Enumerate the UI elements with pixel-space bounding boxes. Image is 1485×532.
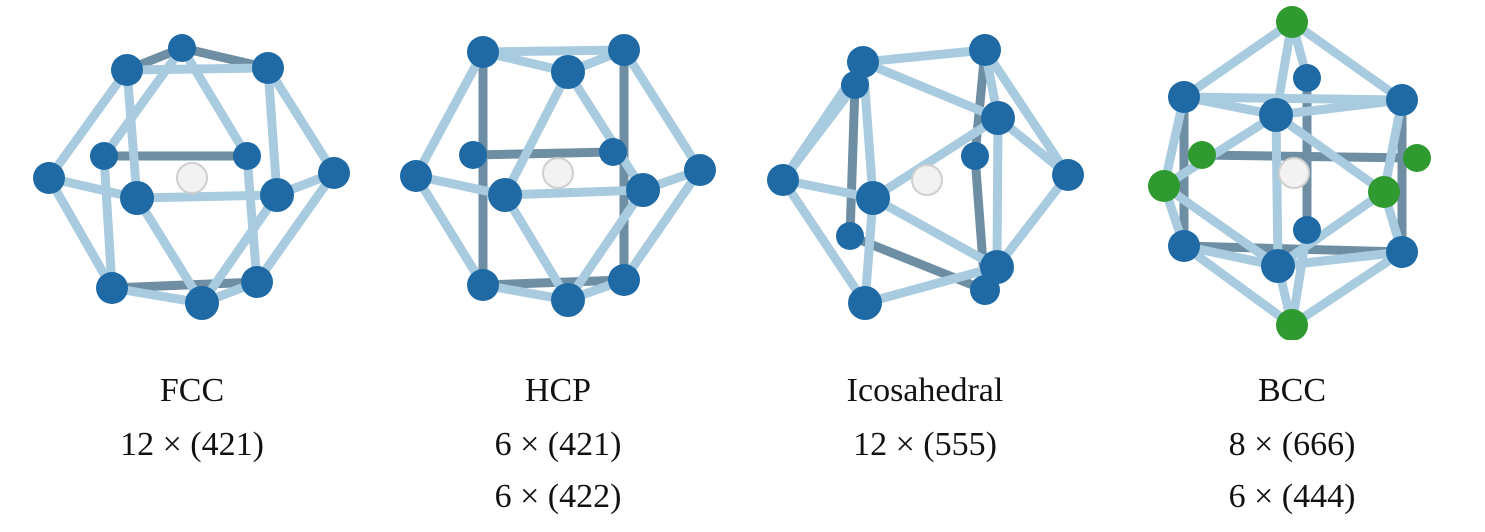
hcp-atoms xyxy=(400,34,716,317)
hcp-title: HCP xyxy=(524,372,592,409)
fcc-cluster-diagram xyxy=(33,34,350,320)
central-atom xyxy=(1278,157,1310,189)
hcp-signature-1: 6 × (421) xyxy=(494,426,622,463)
central-atom xyxy=(176,162,208,194)
bcc-signature-2: 6 × (444) xyxy=(1228,478,1356,515)
central-atom xyxy=(542,157,574,189)
hcp-signature-2: 6 × (422) xyxy=(494,478,622,515)
panel-icosahedral: Icosahedral 12 × (555) xyxy=(755,0,1095,532)
bcc-cluster-diagram xyxy=(1148,6,1431,340)
icosahedral-cluster-diagram xyxy=(767,34,1084,320)
icosahedral-bonds xyxy=(778,45,1073,308)
central-atom xyxy=(911,164,943,196)
fcc-atoms xyxy=(33,34,350,320)
panel-fcc: FCC 12 × (421) xyxy=(22,0,362,532)
fcc-title: FCC xyxy=(159,372,225,409)
bcc-title: BCC xyxy=(1257,372,1327,409)
bcc-bonds xyxy=(1159,17,1422,330)
panel-bcc: BCC 8 × (666) 6 × (444) xyxy=(1122,0,1462,532)
icosahedral-title: Icosahedral xyxy=(846,372,1004,409)
panel-hcp: HCP 6 × (421) 6 × (422) xyxy=(388,0,728,532)
bcc-atoms xyxy=(1148,6,1431,340)
bcc-signature-1: 8 × (666) xyxy=(1228,426,1356,463)
icosahedral-signature-1: 12 × (555) xyxy=(853,426,997,463)
fcc-signature-1: 12 × (421) xyxy=(120,426,264,463)
hcp-cluster-diagram xyxy=(400,34,716,317)
icosahedral-atoms xyxy=(767,34,1084,320)
